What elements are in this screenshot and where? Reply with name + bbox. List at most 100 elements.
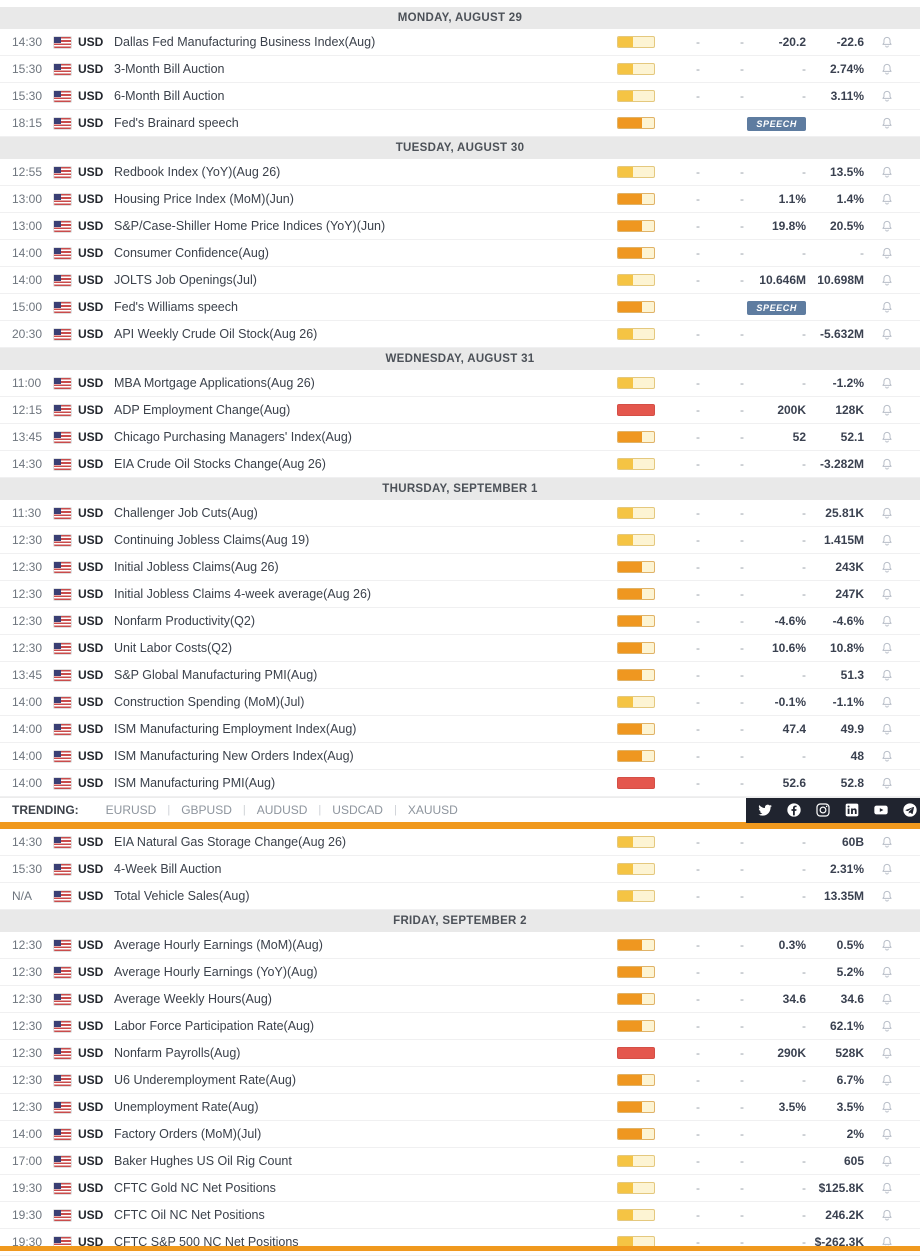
event-row[interactable]: 12:30 USD Initial Jobless Claims 4-week … (0, 581, 920, 608)
event-actual: - (696, 722, 700, 736)
impact-indicator (614, 642, 658, 654)
bell-button[interactable] (864, 776, 894, 790)
trending-pair-usdcad[interactable]: USDCAD (332, 803, 383, 817)
event-row[interactable]: 14:30 USD EIA Crude Oil Stocks Change(Au… (0, 451, 920, 478)
bell-button[interactable] (864, 273, 894, 287)
instagram-icon[interactable] (815, 802, 831, 818)
event-row[interactable]: 12:15 USD ADP Employment Change(Aug) - -… (0, 397, 920, 424)
bell-button[interactable] (864, 62, 894, 76)
event-row[interactable]: 12:30 USD Nonfarm Productivity(Q2) - - -… (0, 608, 920, 635)
linkedin-icon[interactable] (844, 802, 860, 818)
event-row[interactable]: 14:30 USD EIA Natural Gas Storage Change… (0, 829, 920, 856)
event-actual: - (696, 403, 700, 417)
bell-button[interactable] (864, 749, 894, 763)
youtube-icon[interactable] (873, 802, 889, 818)
bell-button[interactable] (864, 1100, 894, 1114)
event-row[interactable]: 12:30 USD Continuing Jobless Claims(Aug … (0, 527, 920, 554)
facebook-icon[interactable] (786, 802, 802, 818)
bell-button[interactable] (864, 641, 894, 655)
event-row[interactable]: 15:30 USD 3-Month Bill Auction - - - 2.7… (0, 56, 920, 83)
trending-pair-audusd[interactable]: AUDUSD (256, 803, 308, 817)
event-row[interactable]: 13:00 USD Housing Price Index (MoM)(Jun)… (0, 186, 920, 213)
event-row[interactable]: 12:55 USD Redbook Index (YoY)(Aug 26) - … (0, 159, 920, 186)
event-row[interactable]: 12:30 USD Unemployment Rate(Aug) - - 3.5… (0, 1094, 920, 1121)
event-row[interactable]: 20:30 USD API Weekly Crude Oil Stock(Aug… (0, 321, 920, 348)
bell-button[interactable] (864, 219, 894, 233)
bell-button[interactable] (864, 722, 894, 736)
event-row[interactable]: 14:00 USD ISM Manufacturing PMI(Aug) - -… (0, 770, 920, 797)
bell-button[interactable] (864, 1154, 894, 1168)
bell-button[interactable] (864, 668, 894, 682)
bell-button[interactable] (864, 614, 894, 628)
bell-button[interactable] (864, 506, 894, 520)
event-row[interactable]: 11:00 USD MBA Mortgage Applications(Aug … (0, 370, 920, 397)
bell-button[interactable] (864, 1073, 894, 1087)
event-row[interactable]: 12:30 USD Unit Labor Costs(Q2) - - 10.6%… (0, 635, 920, 662)
event-row[interactable]: 15:00 USD Fed's Williams speech SPEECH (0, 294, 920, 321)
twitter-icon[interactable] (757, 802, 773, 818)
event-row[interactable]: 14:00 USD ISM Manufacturing New Orders I… (0, 743, 920, 770)
bell-button[interactable] (864, 35, 894, 49)
event-row[interactable]: 19:30 USD CFTC Gold NC Net Positions - -… (0, 1175, 920, 1202)
event-row[interactable]: 12:30 USD Nonfarm Payrolls(Aug) - - 290K… (0, 1040, 920, 1067)
bell-button[interactable] (864, 327, 894, 341)
impact-indicator (614, 534, 658, 546)
event-row[interactable]: 14:30 USD Dallas Fed Manufacturing Busin… (0, 29, 920, 56)
event-row[interactable]: 12:30 USD Initial Jobless Claims(Aug 26)… (0, 554, 920, 581)
bell-button[interactable] (864, 300, 894, 314)
impact-indicator (614, 588, 658, 600)
event-row[interactable]: 15:30 USD 6-Month Bill Auction - - - 3.1… (0, 83, 920, 110)
bell-button[interactable] (864, 457, 894, 471)
bell-button[interactable] (864, 965, 894, 979)
event-row[interactable]: 14:00 USD Construction Spending (MoM)(Ju… (0, 689, 920, 716)
event-row[interactable]: 13:45 USD Chicago Purchasing Managers' I… (0, 424, 920, 451)
event-deviation: - (740, 430, 744, 444)
bell-button[interactable] (864, 89, 894, 103)
bell-button[interactable] (864, 862, 894, 876)
event-row[interactable]: 14:00 USD JOLTS Job Openings(Jul) - - 10… (0, 267, 920, 294)
event-row[interactable]: 12:30 USD U6 Underemployment Rate(Aug) -… (0, 1067, 920, 1094)
event-row[interactable]: 19:30 USD CFTC S&P 500 NC Net Positions … (0, 1229, 920, 1256)
event-row[interactable]: 14:00 USD Factory Orders (MoM)(Jul) - - … (0, 1121, 920, 1148)
bell-button[interactable] (864, 192, 894, 206)
bell-button[interactable] (864, 376, 894, 390)
event-row[interactable]: N/A USD Total Vehicle Sales(Aug) - - - 1… (0, 883, 920, 910)
bell-button[interactable] (864, 1208, 894, 1222)
trending-pair-gbpusd[interactable]: GBPUSD (181, 803, 232, 817)
bell-button[interactable] (864, 1019, 894, 1033)
event-row[interactable]: 12:30 USD Average Hourly Earnings (MoM)(… (0, 932, 920, 959)
event-row[interactable]: 13:00 USD S&P/Case-Shiller Home Price In… (0, 213, 920, 240)
event-row[interactable]: 12:30 USD Labor Force Participation Rate… (0, 1013, 920, 1040)
bell-button[interactable] (864, 246, 894, 260)
bell-button[interactable] (864, 938, 894, 952)
bell-button[interactable] (864, 403, 894, 417)
bell-button[interactable] (864, 165, 894, 179)
event-row[interactable]: 14:00 USD ISM Manufacturing Employment I… (0, 716, 920, 743)
event-row[interactable]: 12:30 USD Average Hourly Earnings (YoY)(… (0, 959, 920, 986)
trending-pair-xauusd[interactable]: XAUUSD (407, 803, 458, 817)
telegram-icon[interactable] (902, 802, 918, 818)
bell-button[interactable] (864, 587, 894, 601)
bell-button[interactable] (864, 835, 894, 849)
impact-bar (617, 642, 655, 654)
event-row[interactable]: 12:30 USD Average Weekly Hours(Aug) - - … (0, 986, 920, 1013)
event-row[interactable]: 11:30 USD Challenger Job Cuts(Aug) - - -… (0, 500, 920, 527)
event-row[interactable]: 18:15 USD Fed's Brainard speech SPEECH (0, 110, 920, 137)
event-row[interactable]: 17:00 USD Baker Hughes US Oil Rig Count … (0, 1148, 920, 1175)
event-row[interactable]: 13:45 USD S&P Global Manufacturing PMI(A… (0, 662, 920, 689)
bell-button[interactable] (864, 889, 894, 903)
bell-button[interactable] (864, 560, 894, 574)
bell-button[interactable] (864, 533, 894, 547)
event-row[interactable]: 19:30 USD CFTC Oil NC Net Positions - - … (0, 1202, 920, 1229)
bell-button[interactable] (864, 695, 894, 709)
bell-button[interactable] (864, 430, 894, 444)
event-row[interactable]: 14:00 USD Consumer Confidence(Aug) - - -… (0, 240, 920, 267)
event-deviation: - (740, 1127, 744, 1141)
bell-button[interactable] (864, 1181, 894, 1195)
trending-pair-eurusd[interactable]: EURUSD (105, 803, 157, 817)
bell-button[interactable] (864, 116, 894, 130)
event-row[interactable]: 15:30 USD 4-Week Bill Auction - - - 2.31… (0, 856, 920, 883)
bell-button[interactable] (864, 1127, 894, 1141)
bell-button[interactable] (864, 992, 894, 1006)
bell-button[interactable] (864, 1046, 894, 1060)
